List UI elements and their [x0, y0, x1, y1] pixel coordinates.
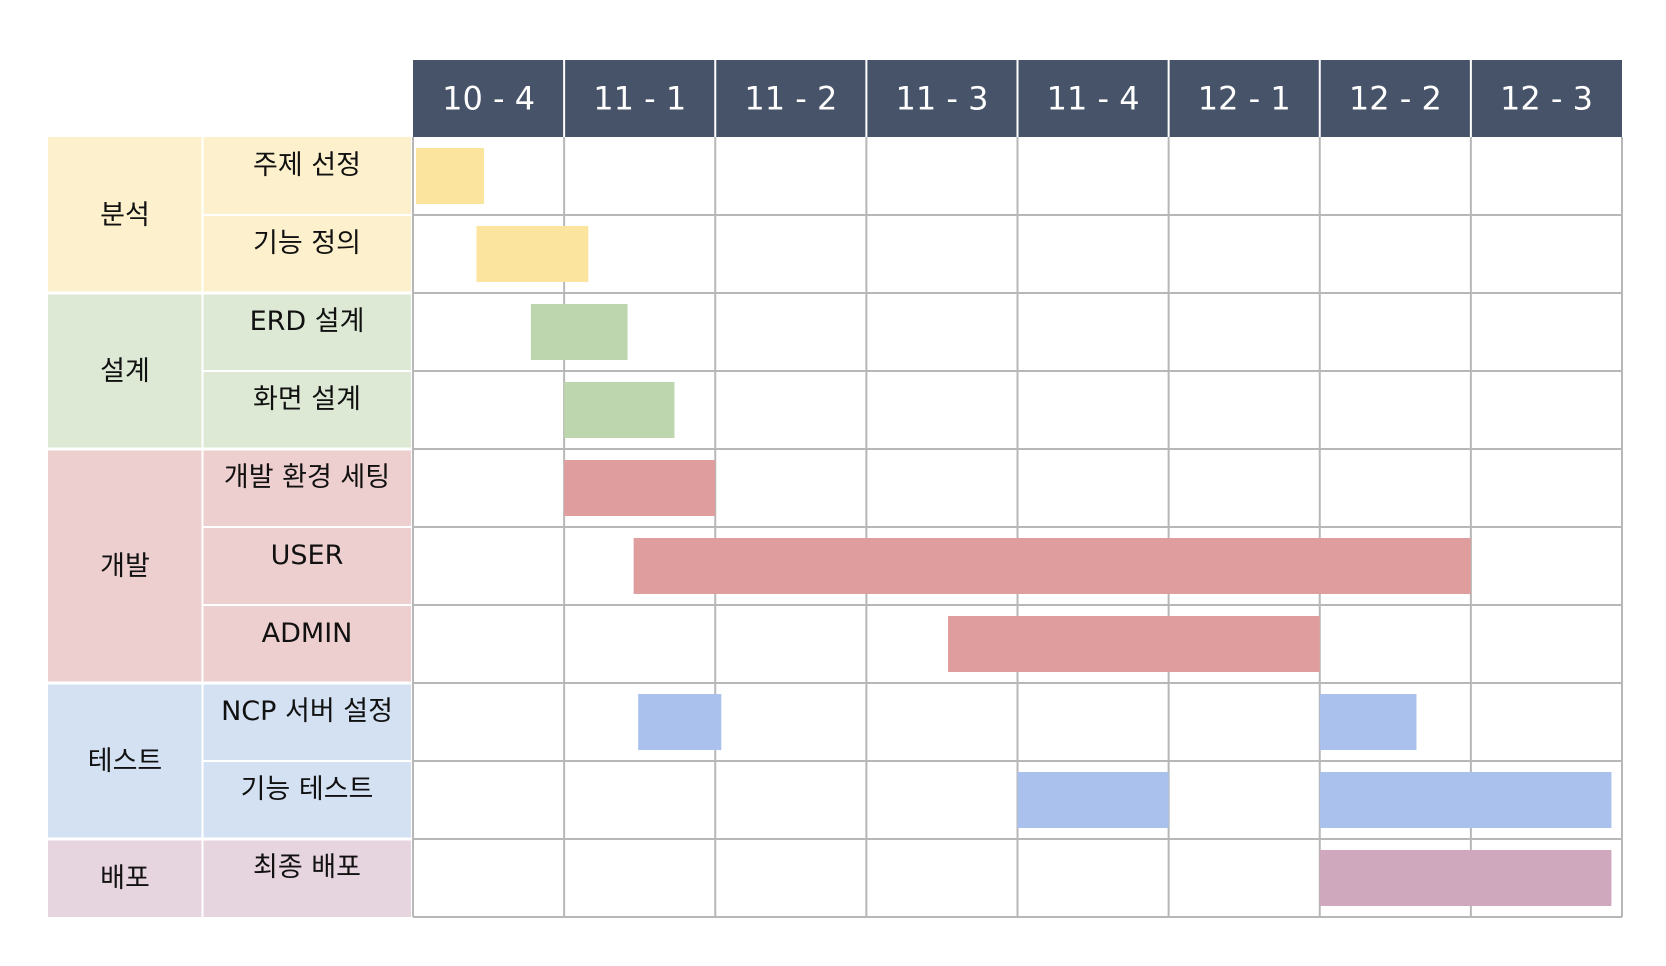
task-cell — [203, 449, 411, 527]
phase-cell — [48, 449, 202, 683]
task-cell — [203, 839, 411, 917]
phase-label: 테스트 — [88, 746, 163, 777]
period-header-label: 11 - 2 — [744, 80, 837, 118]
task-label: ADMIN — [262, 618, 353, 649]
gantt-bar — [638, 694, 722, 750]
gantt-bar — [416, 148, 485, 204]
task-label: ERD 설계 — [250, 306, 365, 337]
period-header-label: 11 - 1 — [593, 80, 686, 118]
task-label: 최종 배포 — [253, 852, 361, 883]
phase-cell — [48, 137, 202, 293]
gantt-bar — [1319, 694, 1417, 750]
period-header-label: 11 - 4 — [1047, 80, 1140, 118]
period-header-label: 12 - 1 — [1198, 80, 1291, 118]
task-cell — [203, 683, 411, 761]
period-header-cell — [564, 60, 716, 137]
period-header-label: 12 - 3 — [1500, 80, 1593, 118]
phase-label: 개발 — [100, 551, 150, 582]
period-header-cell — [1319, 60, 1471, 137]
gantt-bar — [564, 382, 675, 438]
task-label: 기능 테스트 — [241, 774, 374, 805]
gantt-bar — [530, 304, 628, 360]
period-header-label: 11 - 3 — [895, 80, 988, 118]
task-label: 주제 선정 — [253, 150, 361, 181]
task-cell — [203, 137, 411, 215]
task-cell — [203, 527, 411, 605]
gantt-bar — [476, 226, 589, 282]
period-header-cell — [1168, 60, 1320, 137]
gantt-bar — [564, 460, 716, 516]
phase-cell — [48, 293, 202, 449]
task-label: 개발 환경 세팅 — [224, 462, 390, 493]
task-cell — [203, 605, 411, 683]
phase-label: 분석 — [100, 200, 150, 231]
gantt-bar — [1319, 850, 1612, 906]
phase-cell — [48, 839, 202, 917]
period-header-cell — [1017, 60, 1169, 137]
gantt-bar — [1017, 772, 1169, 828]
task-cell — [203, 215, 411, 293]
gantt-bar — [633, 538, 1471, 594]
task-label: 화면 설계 — [253, 384, 361, 415]
phase-cell — [48, 683, 202, 839]
task-cell — [203, 293, 411, 371]
period-header-cell — [413, 60, 565, 137]
task-label: USER — [271, 540, 344, 571]
period-header-cell — [715, 60, 867, 137]
phase-label: 배포 — [100, 863, 150, 894]
task-cell — [203, 371, 411, 449]
period-header-label: 10 - 4 — [442, 80, 535, 118]
period-header-label: 12 - 2 — [1349, 80, 1442, 118]
gantt-bar — [947, 616, 1320, 672]
gantt-bar — [1319, 772, 1612, 828]
period-header-cell — [866, 60, 1018, 137]
phase-label: 설계 — [100, 356, 150, 387]
task-label: NCP 서버 설정 — [221, 696, 393, 727]
period-header-cell — [1470, 60, 1622, 137]
task-cell — [203, 761, 411, 839]
task-label: 기능 정의 — [253, 228, 361, 259]
